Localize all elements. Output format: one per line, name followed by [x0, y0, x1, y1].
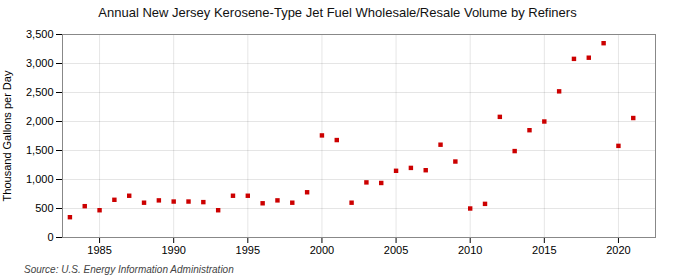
- svg-text:1995: 1995: [236, 244, 260, 256]
- svg-text:0: 0: [47, 231, 53, 243]
- svg-text:2015: 2015: [532, 244, 556, 256]
- svg-text:2005: 2005: [384, 244, 408, 256]
- svg-text:3,000: 3,000: [26, 57, 54, 69]
- svg-text:1985: 1985: [87, 244, 111, 256]
- svg-text:1,000: 1,000: [26, 173, 54, 185]
- svg-text:1,500: 1,500: [26, 144, 54, 156]
- svg-text:Thousand Gallons per Day: Thousand Gallons per Day: [1, 70, 13, 201]
- svg-text:2,500: 2,500: [26, 86, 54, 98]
- svg-text:2020: 2020: [606, 244, 630, 256]
- svg-text:2010: 2010: [458, 244, 482, 256]
- svg-text:2,000: 2,000: [26, 115, 54, 127]
- svg-text:2000: 2000: [310, 244, 334, 256]
- html-text:Annual New Jersey Kerosene-Typ: Annual New Jersey Kerosene-Type Jet Fuel…: [98, 5, 577, 20]
- svg-text:1990: 1990: [161, 244, 185, 256]
- svg-text:500: 500: [35, 202, 53, 214]
- html-text:Source: U.S. Energy Informatio: Source: U.S. Energy Information Administ…: [24, 264, 234, 275]
- svg-text:3,500: 3,500: [26, 28, 54, 40]
